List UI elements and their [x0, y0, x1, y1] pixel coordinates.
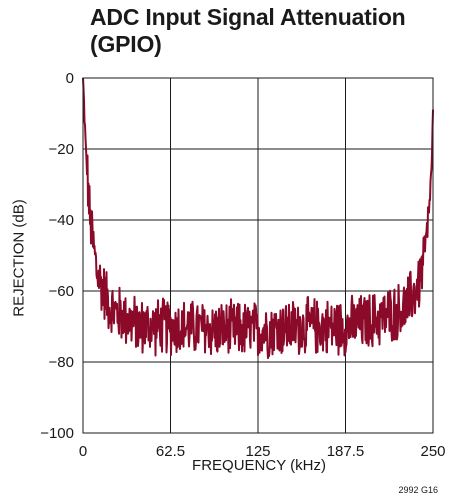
y-tick-label: −40	[49, 212, 74, 229]
y-tick-labels: 0 −20 −40 −60 −80 −100	[40, 70, 74, 442]
x-tick-label: 62.5	[156, 443, 185, 460]
x-tick-label: 0	[79, 443, 87, 460]
grid	[83, 78, 433, 433]
y-tick-label: 0	[66, 70, 74, 87]
x-tick-label: 250	[420, 443, 445, 460]
figure-code: 2992 G16	[398, 485, 438, 495]
y-tick-label: −80	[49, 354, 74, 371]
x-axis-label: FREQUENCY (kHz)	[192, 457, 326, 474]
x-tick-label: 187.5	[327, 443, 365, 460]
y-tick-label: −100	[40, 425, 74, 442]
y-tick-label: −20	[49, 141, 74, 158]
y-axis-label: REJECTION (dB)	[11, 199, 28, 317]
y-tick-label: −60	[49, 283, 74, 300]
